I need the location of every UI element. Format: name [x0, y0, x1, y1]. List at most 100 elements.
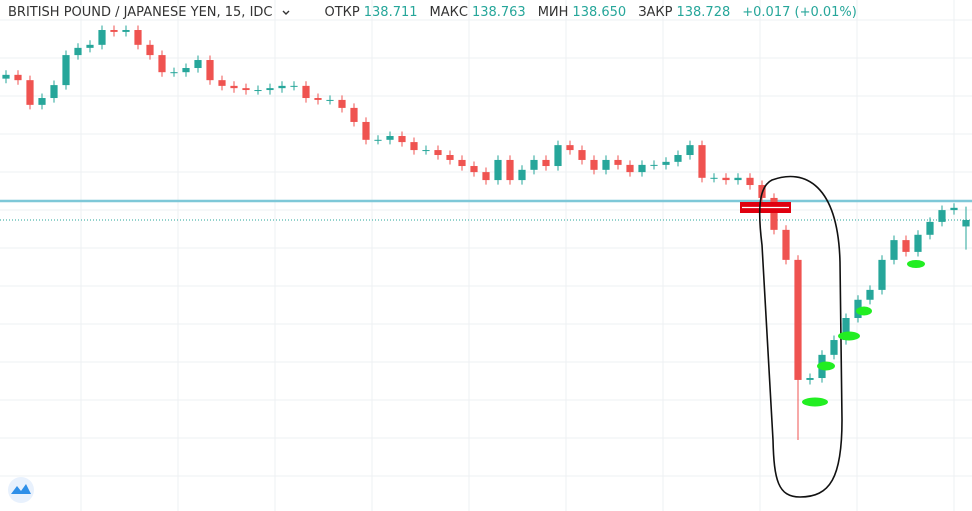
candle-body	[518, 169, 526, 181]
low-value: 138.650	[572, 5, 627, 20]
candle-body	[38, 98, 46, 105]
candle-body	[230, 85, 238, 89]
candle-body	[686, 145, 694, 156]
candle-body	[674, 155, 682, 162]
candle-body	[698, 145, 706, 178]
candle-body	[206, 60, 214, 81]
candle-body	[338, 99, 346, 108]
candle-body	[626, 164, 634, 173]
candle-body	[74, 47, 82, 56]
candle-body	[266, 88, 274, 91]
candle-body	[542, 159, 550, 167]
candle-body	[278, 85, 286, 89]
change-value: +0.017 (+0.01%)	[742, 5, 857, 20]
candle-body	[650, 164, 658, 166]
logo-mark	[11, 484, 31, 494]
candle-body	[434, 150, 442, 156]
green-marker	[817, 361, 835, 371]
candle-body	[86, 44, 94, 48]
candle-body	[914, 234, 922, 252]
candle-body	[362, 121, 370, 140]
candle-body	[194, 60, 202, 69]
candle-body	[614, 159, 622, 165]
candle-body	[926, 221, 934, 235]
candle-body	[410, 142, 418, 151]
candle-body	[122, 30, 130, 32]
candle-body	[962, 219, 970, 227]
candle-body	[50, 85, 58, 99]
candle-body	[578, 150, 586, 160]
candle-body	[110, 30, 118, 32]
candle-body	[794, 259, 802, 380]
candle-body	[218, 80, 226, 86]
candle-body	[770, 197, 778, 230]
logo	[8, 477, 34, 503]
low-label: МИН	[537, 5, 569, 20]
candle-body	[710, 177, 718, 179]
open-value: 138.711	[363, 5, 418, 20]
candle-body	[350, 107, 358, 122]
candle-body	[14, 74, 22, 81]
green-marker	[838, 331, 860, 341]
candle-body	[26, 80, 34, 105]
candle-body	[938, 210, 946, 222]
candle-body	[182, 68, 190, 73]
green-marker	[802, 397, 828, 407]
candle-body	[290, 85, 298, 87]
candle-body	[806, 378, 814, 380]
candle-body	[878, 259, 886, 290]
candle-body	[374, 139, 382, 141]
candle-body	[326, 99, 334, 101]
candle-body	[590, 159, 598, 170]
candle-body	[842, 317, 850, 341]
candle-body	[314, 98, 322, 100]
high-value: 138.763	[471, 5, 526, 20]
candle-body	[398, 136, 406, 143]
candle-body	[566, 145, 574, 151]
candle-body	[482, 172, 490, 181]
candle-body	[866, 289, 874, 300]
close-label: ЗАКР	[638, 5, 673, 20]
candle-body	[782, 229, 790, 260]
annotations	[740, 175, 925, 498]
candle-body	[146, 44, 154, 56]
candles	[2, 25, 970, 440]
candle-body	[662, 161, 670, 165]
candle-body	[530, 159, 538, 170]
candle-body	[2, 74, 10, 79]
candle-body	[470, 166, 478, 173]
candle-body	[902, 240, 910, 252]
candle-body	[950, 207, 958, 211]
green-marker	[907, 260, 925, 268]
candle-body	[98, 30, 106, 45]
candle-body	[386, 136, 394, 140]
candle-body	[170, 72, 178, 74]
candle-body	[506, 159, 514, 181]
candle-body	[638, 164, 646, 173]
candle-body	[602, 159, 610, 170]
green-marker	[856, 306, 872, 316]
candle-body	[890, 240, 898, 260]
candle-body	[830, 340, 838, 355]
candle-body	[722, 177, 730, 181]
candle-body	[746, 177, 754, 186]
candle-body	[62, 55, 70, 86]
candle-body	[734, 177, 742, 181]
candle-body	[134, 30, 142, 45]
close-value: 138.728	[676, 5, 731, 20]
candle-body	[446, 155, 454, 160]
candle-body	[242, 88, 250, 91]
open-label: ОТКР	[324, 5, 360, 20]
candle-body	[158, 55, 166, 73]
legend: BRITISH POUND / JAPANESE YEN, 15, IDC ОТ…	[8, 5, 865, 20]
symbol-title[interactable]: BRITISH POUND / JAPANESE YEN, 15, IDC	[8, 5, 273, 20]
logo-circle	[8, 477, 34, 503]
chevron[interactable]	[281, 8, 291, 18]
candle-body	[422, 150, 430, 152]
candle-body	[494, 159, 502, 181]
candle-body	[302, 85, 310, 99]
